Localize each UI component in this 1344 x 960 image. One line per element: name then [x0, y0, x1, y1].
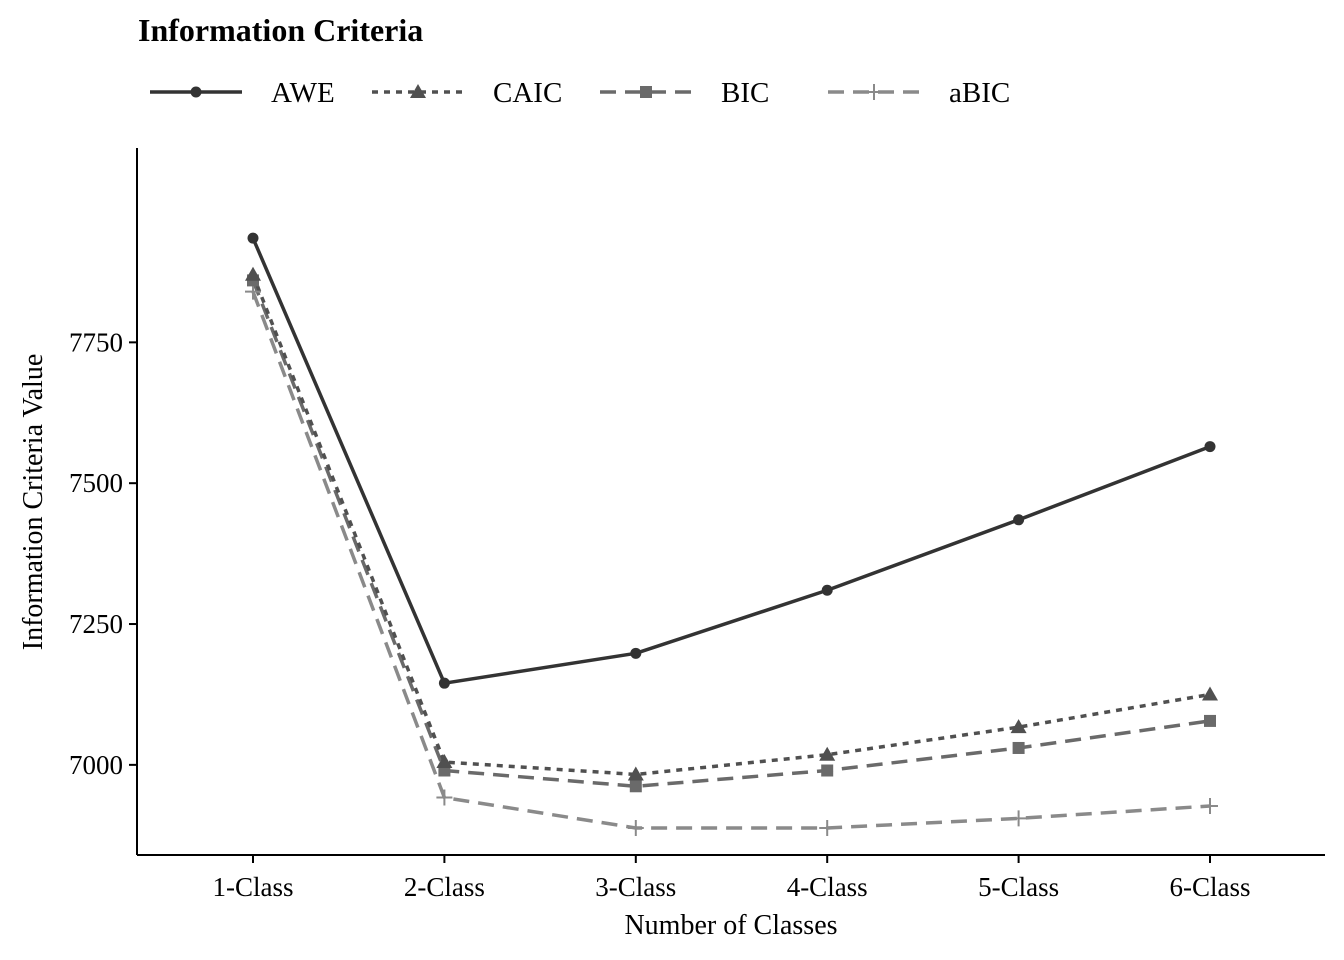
data-point-caic	[1202, 686, 1218, 701]
legend-marker	[410, 84, 426, 98]
x-ticks: 1-Class 2-Class 3-Class 4-Class 5-Class 6-Cla…	[213, 855, 1251, 902]
legend-item-awe: AWE	[150, 77, 335, 109]
data-point-awe	[1204, 441, 1216, 453]
data-point-caic	[819, 746, 836, 761]
y-axis-title: Information Criteria Value	[18, 354, 49, 651]
series-line-awe	[251, 237, 1211, 685]
data-point-bic	[821, 764, 834, 777]
axes	[136, 148, 1325, 856]
data-point-bic	[1012, 741, 1025, 754]
legend-marker	[190, 86, 202, 98]
data-point-bic	[629, 780, 642, 793]
data-point-awe	[821, 584, 833, 596]
y-ticks: 7000 7250 7500 7750	[69, 327, 137, 780]
x-tick-label: 4-Class	[787, 872, 868, 902]
x-axis-title: Number of Classes	[624, 910, 837, 941]
series-line-caic	[251, 274, 1211, 777]
x-tick-label: 6-Class	[1170, 872, 1251, 902]
x-tick-label: 1-Class	[213, 872, 294, 902]
legend-marker	[866, 84, 882, 100]
x-tick-label: 2-Class	[404, 872, 485, 902]
data-point-abic	[627, 819, 644, 836]
chart-title: Information Criteria	[138, 12, 424, 48]
series-line-bic	[251, 279, 1211, 789]
legend: AWE CAIC BIC aBIC	[150, 77, 1010, 109]
legend-item-bic: BIC	[600, 77, 769, 109]
series-lines	[251, 237, 1211, 830]
data-point-awe	[247, 232, 259, 244]
data-point-caic	[436, 754, 453, 769]
data-point-caic	[627, 766, 644, 781]
data-point-abic	[436, 789, 453, 806]
data-point-caic	[1010, 719, 1027, 734]
data-point-abic	[1202, 797, 1218, 814]
legend-label: BIC	[721, 77, 769, 109]
x-tick-label: 3-Class	[595, 872, 676, 902]
data-point-abic	[819, 819, 836, 836]
legend-label: AWE	[271, 77, 335, 109]
y-tick-label: 7750	[69, 327, 123, 357]
x-tick-label: 5-Class	[978, 872, 1059, 902]
legend-item-caic: CAIC	[372, 77, 562, 109]
y-tick-label: 7500	[69, 468, 123, 498]
series-markers	[245, 232, 1218, 836]
data-point-bic	[1204, 714, 1216, 727]
legend-label: aBIC	[949, 77, 1010, 109]
data-point-awe	[630, 647, 642, 659]
data-point-awe	[438, 677, 450, 689]
y-tick-label: 7250	[69, 609, 123, 639]
data-point-abic	[1010, 810, 1027, 827]
series-line-abic	[251, 291, 1211, 830]
y-tick-label: 7000	[69, 750, 123, 780]
legend-label: CAIC	[493, 77, 562, 109]
data-point-awe	[1013, 514, 1025, 526]
legend-marker	[640, 86, 652, 98]
legend-item-abic: aBIC	[828, 77, 1010, 109]
data-point-caic	[245, 266, 261, 281]
